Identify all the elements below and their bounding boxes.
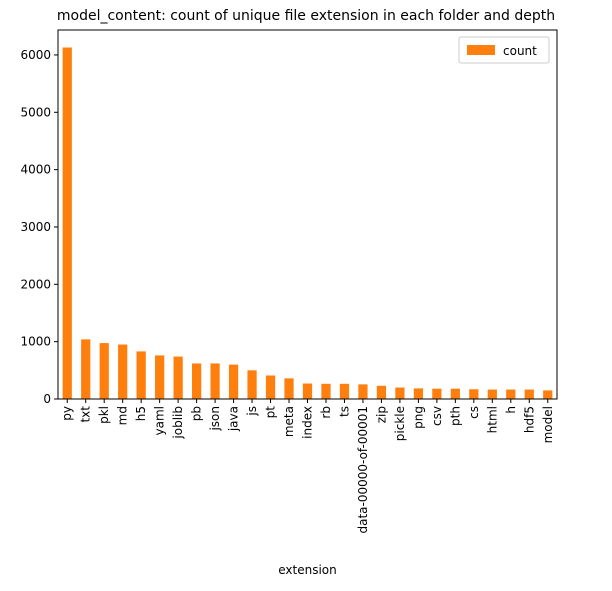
bar-md bbox=[118, 344, 128, 399]
bar-csv bbox=[432, 388, 442, 399]
bar-pth bbox=[450, 388, 460, 399]
x-tick-label: json bbox=[208, 406, 222, 432]
x-tick-label: pt bbox=[264, 406, 278, 419]
bar-h5 bbox=[136, 351, 146, 399]
bar-pb bbox=[191, 363, 202, 399]
y-tick-label: 0 bbox=[43, 392, 51, 406]
x-tick-label: js bbox=[245, 406, 259, 417]
bar-ts bbox=[339, 383, 350, 399]
bar-html bbox=[487, 389, 497, 399]
chart-title: model_content: count of unique file exte… bbox=[57, 8, 555, 24]
x-tick-label: txt bbox=[79, 406, 93, 423]
x-tick-label: h5 bbox=[134, 406, 148, 421]
bar-txt bbox=[81, 339, 91, 399]
y-tick-label: 5000 bbox=[20, 105, 51, 119]
x-tick-label: joblib bbox=[171, 406, 185, 440]
bar-index bbox=[302, 383, 313, 399]
x-tick-label: md bbox=[116, 406, 130, 425]
x-tick-label: yaml bbox=[153, 406, 167, 435]
legend-box bbox=[458, 36, 550, 64]
bar-cs bbox=[469, 389, 479, 399]
bar-png bbox=[413, 388, 424, 399]
bar-pkl bbox=[99, 343, 109, 399]
x-tick-label: pkl bbox=[97, 406, 111, 424]
x-tick-label: data-00000-of-00001 bbox=[356, 406, 370, 534]
x-tick-label: html bbox=[485, 406, 499, 433]
x-tick-label: pth bbox=[448, 406, 462, 426]
y-tick-label: 4000 bbox=[20, 163, 51, 177]
bar-hdf5 bbox=[524, 389, 534, 399]
x-axis-label: extension bbox=[278, 563, 337, 577]
x-axis: py txt pkl md h5 yaml joblib pb json java js pt meta… bbox=[60, 399, 555, 534]
bar-yaml bbox=[155, 355, 165, 399]
bar-zip bbox=[376, 385, 387, 399]
bar-data-00000-of-00001 bbox=[358, 384, 368, 399]
x-tick-label: index bbox=[301, 406, 315, 439]
x-tick-label: pb bbox=[190, 406, 204, 421]
bars-layer bbox=[62, 47, 553, 400]
y-tick-label: 6000 bbox=[20, 48, 51, 62]
bar-json bbox=[210, 363, 220, 399]
x-tick-label: pickle bbox=[393, 406, 407, 441]
bar-meta bbox=[284, 378, 294, 399]
y-tick-label: 2000 bbox=[20, 277, 51, 291]
x-tick-label: java bbox=[227, 406, 241, 432]
x-tick-label: py bbox=[60, 406, 74, 421]
x-tick-label: ts bbox=[337, 406, 351, 417]
x-tick-label: meta bbox=[282, 406, 296, 437]
x-tick-label: zip bbox=[374, 406, 388, 423]
x-tick-label: h bbox=[504, 406, 518, 414]
bar-py bbox=[62, 47, 72, 400]
y-tick-label: 1000 bbox=[20, 335, 51, 349]
plot-frame bbox=[57, 29, 558, 400]
x-tick-label: hdf5 bbox=[522, 406, 536, 433]
y-tick-label: 3000 bbox=[20, 220, 51, 234]
bar-rb bbox=[321, 383, 331, 399]
x-tick-label: rb bbox=[319, 406, 333, 419]
bar-joblib bbox=[173, 356, 183, 399]
legend-label: count bbox=[503, 44, 537, 58]
x-tick-label: csv bbox=[430, 406, 444, 426]
x-tick-label: cs bbox=[467, 406, 481, 419]
bar-java bbox=[228, 364, 239, 399]
bar-model bbox=[543, 390, 553, 399]
x-tick-label: png bbox=[411, 406, 425, 429]
bar-pickle bbox=[395, 387, 405, 399]
bar-js bbox=[247, 370, 257, 399]
bar-h bbox=[506, 389, 516, 399]
x-tick-label: model bbox=[541, 406, 555, 443]
y-axis: 0 1000 2000 3000 4000 5000 6000 bbox=[20, 48, 58, 406]
bar-pt bbox=[265, 375, 276, 399]
legend: count bbox=[458, 36, 550, 64]
legend-swatch bbox=[467, 45, 495, 55]
